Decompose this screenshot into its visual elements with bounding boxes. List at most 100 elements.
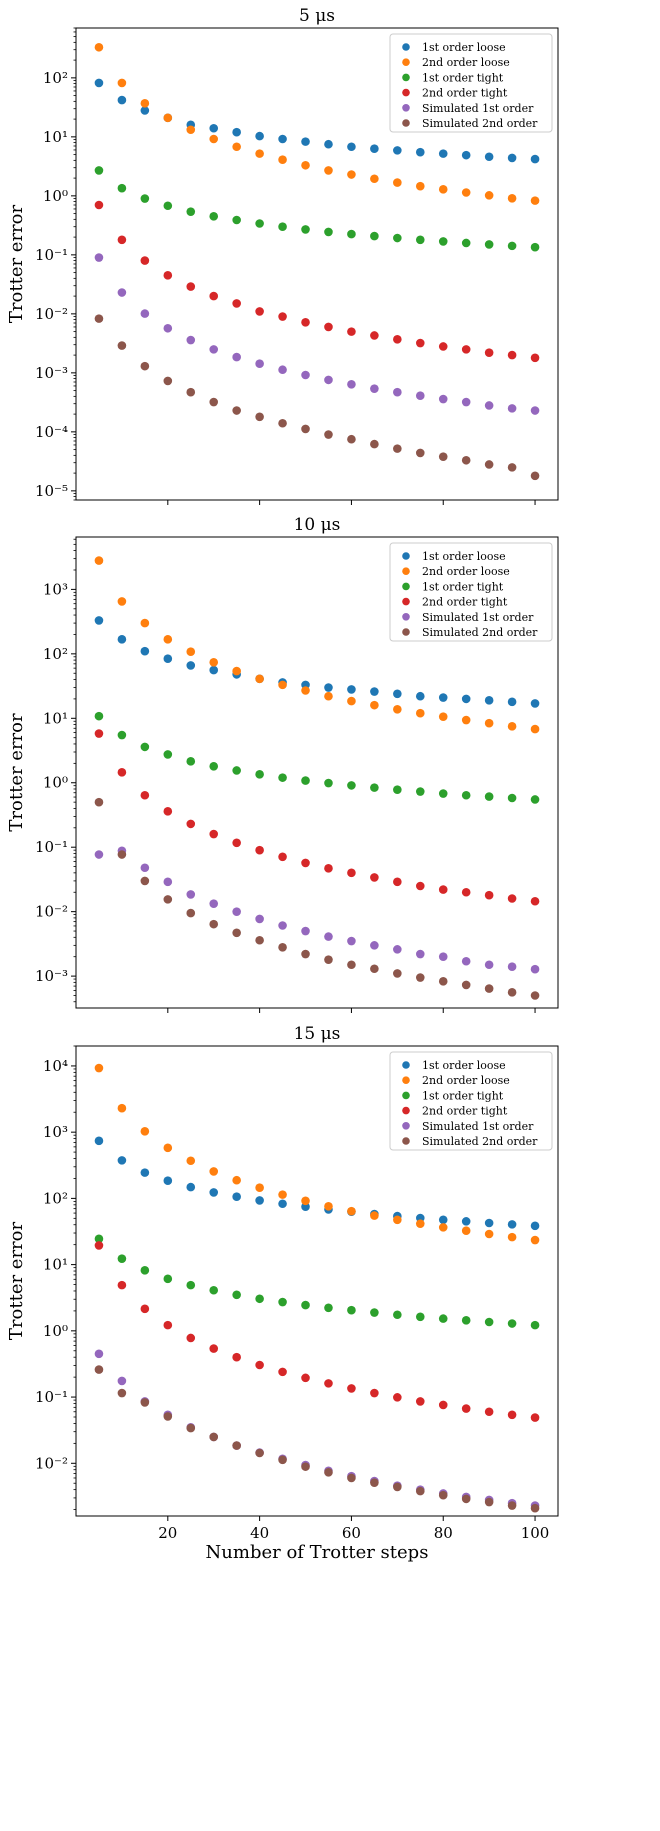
y-tick-label: 10⁻¹ bbox=[35, 246, 68, 264]
data-point bbox=[393, 969, 402, 978]
data-point bbox=[209, 345, 219, 354]
x-tick-label: 60 bbox=[342, 1524, 361, 1542]
data-point bbox=[209, 397, 219, 407]
data-point bbox=[347, 960, 356, 970]
data-point bbox=[438, 1215, 448, 1225]
data-point bbox=[347, 781, 356, 790]
data-point bbox=[140, 1266, 150, 1275]
data-point bbox=[163, 635, 173, 644]
data-point bbox=[438, 789, 448, 798]
x-tick-label: 80 bbox=[434, 1524, 453, 1542]
data-point bbox=[461, 455, 471, 465]
data-point bbox=[255, 674, 264, 684]
data-point bbox=[163, 877, 173, 887]
data-point bbox=[370, 231, 379, 241]
data-point bbox=[484, 1497, 494, 1507]
data-point bbox=[278, 1455, 287, 1465]
data-point bbox=[301, 776, 310, 785]
y-tick-label: 10⁻⁴ bbox=[35, 423, 68, 441]
data-point bbox=[370, 873, 379, 882]
data-point bbox=[163, 895, 173, 904]
data-point bbox=[140, 106, 150, 115]
data-point bbox=[163, 1274, 173, 1284]
plot-frame bbox=[75, 27, 559, 501]
data-point bbox=[438, 149, 448, 158]
data-point bbox=[301, 1462, 310, 1471]
series-2nd-order-loose bbox=[94, 42, 540, 205]
data-point bbox=[530, 1413, 540, 1422]
data-point bbox=[186, 335, 196, 345]
legend-marker bbox=[402, 1106, 410, 1115]
series-simulated-2nd-order bbox=[94, 1365, 540, 1513]
data-point bbox=[438, 977, 448, 986]
data-point bbox=[461, 238, 471, 248]
y-axis-label: Trotter error bbox=[6, 713, 27, 832]
data-point bbox=[94, 253, 104, 262]
data-point bbox=[347, 142, 356, 152]
data-point bbox=[94, 1136, 104, 1146]
data-point bbox=[255, 914, 264, 924]
data-point bbox=[415, 338, 425, 348]
data-point bbox=[117, 850, 127, 859]
data-point bbox=[347, 170, 356, 179]
y-tick-label: 10⁻¹ bbox=[35, 838, 68, 856]
legend-marker bbox=[402, 119, 410, 127]
data-point bbox=[117, 1156, 127, 1165]
data-point bbox=[393, 387, 402, 397]
data-point bbox=[117, 597, 127, 606]
data-point bbox=[278, 773, 287, 782]
legend-label: 1st order loose bbox=[422, 1059, 506, 1072]
data-point bbox=[530, 1221, 540, 1231]
legend-marker bbox=[402, 104, 410, 112]
data-point bbox=[484, 240, 494, 249]
data-point bbox=[117, 730, 127, 740]
legend: 1st order loose 2nd order loose 1st order … bbox=[389, 1051, 553, 1151]
data-point bbox=[255, 770, 264, 779]
data-point bbox=[278, 1199, 287, 1209]
data-point bbox=[507, 722, 517, 731]
data-point bbox=[530, 991, 540, 1000]
data-point bbox=[186, 1156, 196, 1166]
data-point bbox=[484, 890, 494, 900]
plot-frame bbox=[75, 536, 559, 1009]
data-point bbox=[278, 921, 287, 930]
data-point bbox=[94, 1063, 104, 1073]
data-point bbox=[438, 952, 448, 962]
series-simulated-2nd-order bbox=[94, 314, 540, 481]
data-point bbox=[186, 125, 196, 135]
legend-marker bbox=[402, 582, 410, 591]
legend-label: 2nd order tight bbox=[422, 596, 508, 609]
data-point bbox=[484, 792, 494, 801]
data-point bbox=[324, 1303, 333, 1313]
data-point bbox=[163, 323, 173, 333]
data-point bbox=[461, 1404, 471, 1413]
data-point bbox=[232, 838, 241, 848]
legend-marker bbox=[402, 1137, 410, 1145]
data-point bbox=[461, 887, 471, 897]
data-point bbox=[507, 894, 517, 903]
data-point bbox=[324, 1468, 333, 1477]
data-point bbox=[186, 282, 196, 291]
data-point bbox=[163, 1143, 173, 1153]
data-point bbox=[255, 412, 264, 422]
legend-marker bbox=[402, 58, 410, 66]
data-point bbox=[278, 155, 287, 165]
data-point bbox=[370, 144, 379, 153]
data-point bbox=[186, 1333, 196, 1343]
data-point bbox=[393, 1215, 402, 1225]
series-1st-order-loose bbox=[94, 616, 540, 708]
series-1st-order-tight bbox=[94, 1234, 540, 1330]
data-point bbox=[393, 335, 402, 344]
data-point bbox=[232, 1290, 241, 1300]
legend-label: Simulated 1st order bbox=[422, 1120, 534, 1133]
data-point bbox=[117, 635, 127, 644]
legend-marker bbox=[402, 43, 410, 51]
data-point bbox=[530, 242, 540, 252]
y-tick-label: 10² bbox=[43, 645, 68, 663]
data-point bbox=[209, 1167, 219, 1176]
data-point bbox=[324, 322, 333, 332]
data-point bbox=[324, 1201, 333, 1211]
data-point bbox=[94, 78, 104, 88]
data-point bbox=[530, 353, 540, 363]
